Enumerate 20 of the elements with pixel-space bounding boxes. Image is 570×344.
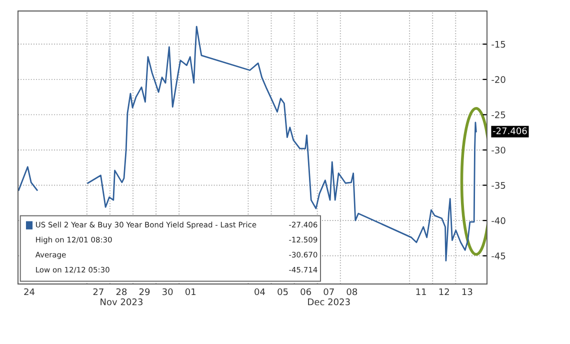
x-tick-label: 08 [346,288,358,296]
y-tick-label: -25 [492,111,506,118]
x-tick-label: 30 [162,288,173,296]
x-tick-label: 27 [93,288,104,296]
y-tick-label: -30 [492,146,506,154]
y-tick-label: -35 [492,182,506,189]
x-tick-label: 24 [24,288,35,296]
x-tick-label: 13 [462,288,472,296]
x-tick-label: 11 [416,288,426,296]
x-tick-label: 12 [439,288,449,296]
y-tick-label: -15 [492,41,506,48]
x-tick-label: 29 [139,288,150,296]
x-tick-label: 06 [300,288,312,296]
y-tick-label: -45 [492,252,506,260]
y-tick-label: -40 [492,217,506,224]
x-tick-label: 01 [185,288,196,296]
text: -27.406 [492,127,527,134]
x-tick-label: 04 [254,288,265,296]
x-tick-label: 05 [278,288,288,296]
y-tick-label: -20 [492,76,506,83]
